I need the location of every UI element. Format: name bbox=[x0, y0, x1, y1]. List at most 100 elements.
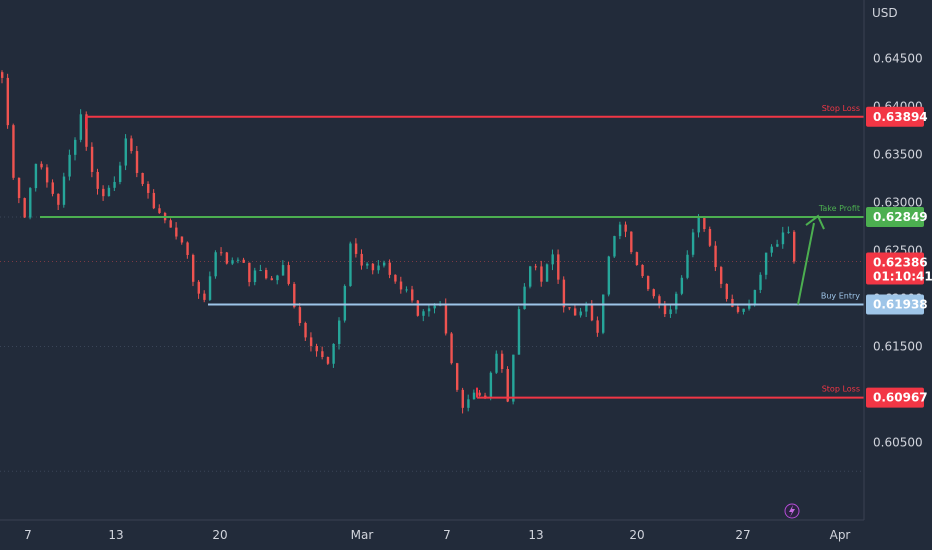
level-0[interactable]: Stop Loss bbox=[86, 104, 864, 118]
candle bbox=[57, 193, 60, 210]
price-tag-value: 0.60967 bbox=[873, 391, 928, 405]
candle bbox=[686, 250, 689, 280]
candle bbox=[669, 304, 672, 318]
candles bbox=[1, 70, 796, 414]
candle bbox=[545, 263, 549, 282]
flash-icon[interactable] bbox=[784, 503, 800, 519]
candle bbox=[382, 260, 386, 268]
x-tick-label: 27 bbox=[735, 528, 750, 542]
x-tick-label: Mar bbox=[351, 528, 374, 542]
level-1[interactable]: Take Profit bbox=[40, 204, 864, 219]
candle bbox=[450, 332, 453, 365]
candle bbox=[461, 387, 464, 414]
candle bbox=[534, 263, 538, 271]
price-tag: 0.61938 bbox=[866, 294, 928, 315]
candle bbox=[113, 176, 116, 192]
candle bbox=[472, 389, 476, 400]
candle bbox=[455, 362, 459, 392]
candle bbox=[478, 389, 481, 397]
candle bbox=[231, 257, 234, 266]
x-tick-label: 13 bbox=[108, 528, 123, 542]
candle bbox=[427, 304, 431, 317]
candle bbox=[17, 177, 21, 204]
candle bbox=[102, 185, 105, 201]
candle bbox=[675, 291, 678, 314]
y-tick-label: 0.63500 bbox=[873, 148, 923, 162]
candle bbox=[130, 135, 133, 154]
candle bbox=[607, 255, 611, 297]
x-tick-label: 13 bbox=[528, 528, 543, 542]
candle bbox=[197, 280, 200, 299]
candle bbox=[68, 149, 71, 181]
candle bbox=[708, 226, 712, 247]
candle bbox=[573, 304, 577, 316]
candle bbox=[366, 262, 369, 269]
level-3[interactable]: Stop Loss bbox=[477, 385, 864, 399]
level-label: Stop Loss bbox=[822, 104, 860, 113]
candle bbox=[562, 276, 566, 313]
x-tick-label: 7 bbox=[24, 528, 32, 542]
candle bbox=[377, 260, 380, 274]
candle bbox=[787, 226, 790, 234]
candle bbox=[135, 145, 139, 178]
candle bbox=[770, 244, 773, 257]
price-levels: Stop Loss Take Profit Buy Entry Stop Loss bbox=[40, 104, 864, 399]
candle bbox=[276, 274, 279, 285]
bar-countdown: 01:10:41 bbox=[873, 269, 932, 283]
candle bbox=[62, 172, 66, 208]
x-tick-label: 20 bbox=[629, 528, 644, 542]
candle bbox=[242, 257, 245, 263]
candle bbox=[551, 249, 554, 271]
candle bbox=[326, 356, 330, 365]
candle bbox=[495, 350, 498, 374]
level-2[interactable]: Buy Entry bbox=[208, 291, 864, 306]
candle bbox=[506, 366, 509, 403]
y-tick-label: 0.63000 bbox=[873, 196, 923, 210]
y-tick-label: 0.64500 bbox=[873, 52, 923, 66]
candle bbox=[304, 321, 307, 342]
candle bbox=[613, 235, 616, 258]
candle bbox=[203, 290, 206, 303]
candle bbox=[781, 226, 785, 249]
trade-arrow bbox=[797, 214, 825, 305]
candle bbox=[630, 231, 633, 255]
x-tick-label: Apr bbox=[830, 528, 851, 542]
candle bbox=[34, 163, 38, 192]
candle bbox=[180, 236, 184, 245]
y-tick-label: 0.61500 bbox=[873, 339, 923, 353]
candle bbox=[118, 161, 122, 185]
candle bbox=[220, 247, 223, 256]
candle bbox=[557, 249, 560, 284]
candle bbox=[141, 172, 144, 187]
candle bbox=[29, 187, 32, 220]
candle bbox=[253, 267, 257, 286]
candle bbox=[411, 285, 414, 303]
candle bbox=[500, 350, 504, 373]
price-tag-value: 0.63894 bbox=[873, 110, 928, 124]
candle bbox=[736, 304, 740, 314]
candle bbox=[416, 299, 420, 317]
candle bbox=[635, 251, 639, 266]
time-axis[interactable]: 7 13 20 Mar 7 13 20 27 Apr bbox=[24, 528, 850, 542]
candle bbox=[691, 228, 695, 258]
candle bbox=[354, 238, 358, 258]
candle bbox=[191, 253, 195, 287]
candle bbox=[467, 394, 470, 412]
candle bbox=[175, 222, 178, 240]
candle bbox=[489, 371, 493, 401]
arrow-shaft bbox=[797, 222, 815, 305]
candle bbox=[658, 294, 661, 309]
candle bbox=[124, 134, 127, 171]
candle bbox=[714, 241, 717, 272]
candle bbox=[579, 307, 582, 318]
candle bbox=[265, 267, 268, 280]
price-tag-value: 0.61938 bbox=[873, 297, 928, 311]
candle bbox=[523, 283, 526, 310]
candle bbox=[388, 259, 391, 279]
candle bbox=[618, 221, 622, 240]
candle bbox=[641, 264, 644, 278]
candle bbox=[6, 73, 10, 129]
